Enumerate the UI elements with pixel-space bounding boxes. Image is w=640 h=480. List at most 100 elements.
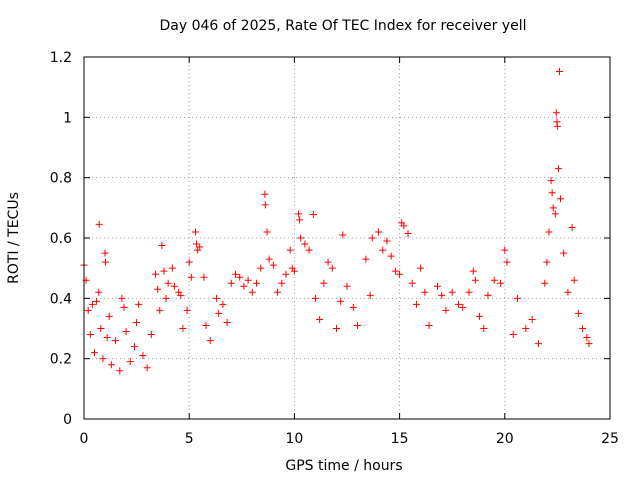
- data-point: [497, 279, 505, 287]
- data-point: [417, 264, 425, 272]
- data-point: [253, 279, 261, 287]
- data-point: [227, 279, 235, 287]
- data-point: [215, 309, 223, 317]
- data-point: [135, 300, 143, 308]
- data-point: [471, 276, 479, 284]
- data-point: [433, 282, 441, 290]
- x-axis-ticks: 0 5 10 15 20 25: [80, 57, 619, 447]
- data-point: [156, 306, 164, 314]
- data-point: [269, 261, 277, 269]
- data-point: [187, 273, 195, 281]
- data-point: [375, 228, 383, 236]
- data-point: [387, 252, 395, 260]
- data-point: [556, 67, 564, 75]
- data-point: [130, 343, 138, 351]
- data-point: [545, 228, 553, 236]
- data-point: [265, 255, 273, 263]
- data-point: [202, 321, 210, 329]
- data-point: [290, 267, 298, 275]
- data-point: [118, 294, 126, 302]
- data-point: [240, 282, 248, 290]
- data-point: [196, 243, 204, 251]
- data-point: [213, 294, 221, 302]
- x-axis-label: GPS time / hours: [285, 458, 402, 474]
- data-point: [164, 279, 172, 287]
- data-point: [339, 231, 347, 239]
- data-point: [179, 325, 187, 332]
- data-point: [103, 334, 111, 342]
- data-point: [480, 325, 488, 332]
- data-point: [528, 315, 536, 323]
- data-point: [465, 288, 473, 296]
- data-point: [366, 291, 374, 299]
- data-point: [116, 367, 124, 375]
- data-point: [170, 282, 178, 290]
- data-point: [95, 220, 103, 228]
- data-point: [503, 258, 511, 266]
- data-point: [564, 288, 572, 296]
- data-point: [320, 279, 328, 287]
- data-point: [404, 229, 412, 237]
- x-tick-label: 10: [285, 431, 303, 447]
- data-point: [95, 288, 103, 296]
- data-point: [160, 267, 168, 275]
- data-point: [379, 246, 387, 254]
- data-point: [309, 210, 317, 218]
- y-tick-label: 0.6: [50, 231, 72, 247]
- data-point: [86, 331, 94, 339]
- data-point: [501, 246, 509, 254]
- data-point: [200, 273, 208, 281]
- data-point: [476, 312, 484, 320]
- data-point: [484, 291, 492, 299]
- data-point: [543, 258, 551, 266]
- data-point: [438, 291, 446, 299]
- data-point: [442, 306, 450, 314]
- data-point: [455, 300, 463, 308]
- data-point: [183, 306, 191, 314]
- data-point: [554, 165, 562, 173]
- data-point: [585, 340, 593, 348]
- data-point: [147, 331, 155, 339]
- data-point: [297, 234, 305, 242]
- data-point: [316, 315, 324, 323]
- data-point: [101, 258, 109, 266]
- data-point: [349, 303, 357, 311]
- data-point: [421, 288, 429, 296]
- data-point: [448, 288, 456, 296]
- data-point: [557, 195, 565, 203]
- plot-frame: [83, 56, 611, 420]
- x-tick-label: 0: [80, 431, 89, 447]
- data-point: [152, 270, 160, 278]
- data-point: [231, 270, 239, 278]
- data-point: [158, 242, 166, 250]
- chart-title: Day 046 of 2025, Rate Of TEC Index for r…: [159, 18, 526, 34]
- y-axis-label: ROTI / TECUs: [6, 192, 22, 284]
- y-tick-label: 1.2: [50, 50, 72, 66]
- data-point: [383, 237, 391, 245]
- data-point: [343, 282, 351, 290]
- data-point: [549, 204, 557, 212]
- data-point: [112, 337, 120, 345]
- data-point: [286, 246, 294, 254]
- data-point: [244, 276, 252, 284]
- data-point: [408, 279, 416, 287]
- y-tick-label: 0.2: [50, 352, 72, 368]
- x-tick-label: 15: [391, 431, 409, 447]
- data-point: [583, 334, 591, 342]
- data-point: [490, 276, 498, 284]
- data-point: [548, 189, 556, 197]
- data-point: [296, 216, 304, 224]
- data-point: [162, 294, 170, 302]
- data-point: [154, 285, 162, 293]
- data-point: [206, 337, 214, 345]
- data-point: [122, 328, 130, 336]
- data-point: [396, 270, 404, 278]
- data-point: [143, 364, 151, 372]
- data-point: [282, 270, 290, 278]
- data-point: [328, 264, 336, 272]
- data-point: [133, 318, 141, 326]
- data-point: [223, 318, 231, 326]
- data-point: [522, 325, 530, 332]
- data-point: [412, 300, 420, 308]
- y-tick-label: 0: [63, 412, 72, 428]
